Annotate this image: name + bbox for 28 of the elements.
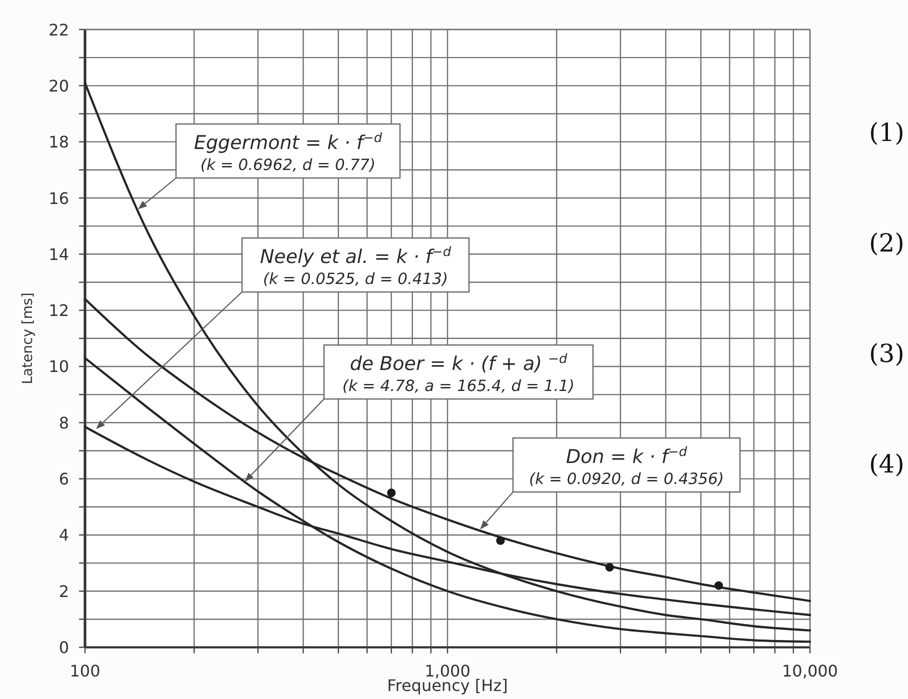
- x-tick-label: 100: [70, 661, 100, 680]
- text: (3): [869, 339, 904, 368]
- y-tick-label: 4: [58, 526, 69, 545]
- x-tick-label: 1,000: [424, 661, 470, 680]
- x-tick-label: 10,000: [782, 661, 838, 680]
- y-tick-label: 18: [48, 132, 69, 152]
- y-axis-title: Latency [ms]: [20, 292, 36, 384]
- point: [714, 581, 724, 590]
- annotation: Eggermont = k · f$^{−d}$ (k = 0.6962, d = 0.77): [194, 130, 383, 174]
- point: [605, 562, 614, 572]
- annotation: Don = k · f$^{−d}$ (k = 0.0920, d = 0.4356): [529, 444, 724, 488]
- annotation: Neely et al. = k · f$^{−d}$ (k = 0.0525, d = 0.413): [260, 244, 452, 288]
- text: (2): [869, 228, 904, 258]
- y-tick-label: 14: [48, 244, 69, 264]
- y-tick-label: 12: [48, 301, 69, 320]
- y-tick-label: 2: [58, 582, 69, 601]
- point: [387, 488, 396, 498]
- y-tick-label: 20: [48, 76, 69, 96]
- y-tick-label: 8: [58, 413, 69, 432]
- y-tick-label: 16: [48, 188, 69, 208]
- text: (4): [869, 450, 904, 478]
- annotation: de Boer = k · (f + a) $^{−d}$ (k = 4.78, a = 165.4, d = 1.1): [342, 352, 575, 395]
- y-tick-label: 22: [48, 20, 69, 40]
- y-tick-label: 10: [48, 357, 69, 376]
- text: (1): [869, 118, 904, 147]
- y-tick-label: 0: [58, 638, 69, 658]
- point: [496, 536, 505, 545]
- y-tick-label: 6: [58, 470, 69, 489]
